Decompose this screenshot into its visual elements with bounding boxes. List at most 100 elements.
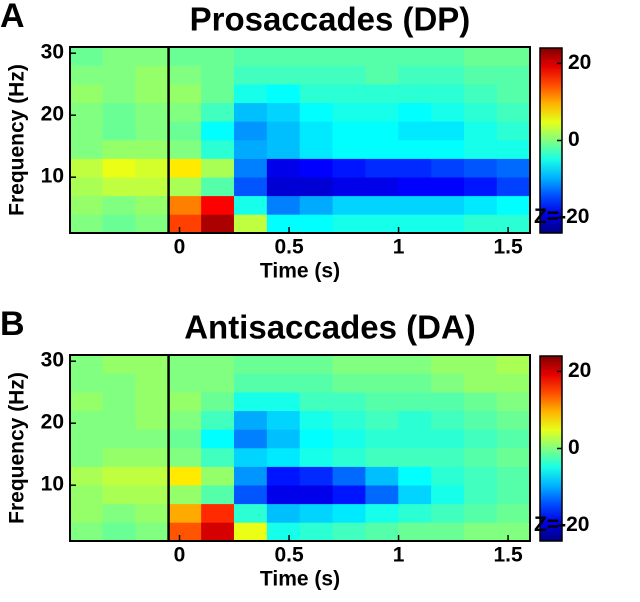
- heat-cell: [266, 176, 301, 197]
- heat-cell: [299, 102, 334, 122]
- heat-cell: [398, 102, 432, 122]
- heat-cell: [398, 373, 432, 393]
- heat-cell: [135, 83, 169, 104]
- heat-cell: [496, 121, 531, 141]
- heat-cell: [102, 503, 137, 523]
- heat-cell: [201, 65, 235, 85]
- heat-cell: [168, 522, 202, 542]
- heat-cell: [463, 214, 498, 234]
- heat-cell: [69, 484, 104, 505]
- heat-cell: [69, 447, 104, 467]
- heat-cell: [299, 466, 334, 486]
- heat-cell: [233, 102, 268, 122]
- colorbar-tick-label: Z=-20: [534, 513, 589, 536]
- heat-cell: [135, 503, 169, 523]
- heat-cell: [135, 429, 169, 449]
- heat-cell: [69, 121, 104, 141]
- heat-cell: [299, 354, 334, 374]
- heat-cell: [398, 522, 432, 542]
- heat-cell: [201, 447, 235, 467]
- heat-cell: [398, 46, 432, 66]
- heat-cell: [365, 429, 399, 449]
- heat-cell: [365, 484, 399, 505]
- heat-cell: [463, 195, 498, 215]
- heat-cell: [431, 158, 465, 178]
- heat-cell: [431, 102, 465, 122]
- heat-cell: [266, 391, 301, 412]
- heat-cell: [299, 447, 334, 467]
- heat-cell: [332, 46, 367, 66]
- heat-cell: [135, 354, 169, 374]
- heat-cell: [135, 102, 169, 122]
- heat-cell: [69, 46, 104, 66]
- heat-cell: [398, 466, 432, 486]
- colorbar-tick-label: 20: [568, 359, 591, 382]
- heat-cell: [266, 522, 301, 542]
- heat-cell: [299, 195, 334, 215]
- heat-cell: [431, 391, 465, 412]
- heat-cell: [398, 410, 432, 430]
- heat-cell: [332, 158, 367, 178]
- heat-cell: [266, 503, 301, 523]
- heat-cell: [299, 46, 334, 66]
- heat-cell: [299, 214, 334, 234]
- heat-cell: [69, 373, 104, 393]
- heat-cell: [102, 102, 137, 122]
- heat-cell: [102, 373, 137, 393]
- colorbar-tick-label: 0: [568, 436, 580, 459]
- heat-cell: [463, 65, 498, 85]
- heat-cell: [398, 214, 432, 234]
- heat-cell: [266, 484, 301, 505]
- heat-cell: [365, 46, 399, 66]
- heat-cell: [201, 391, 235, 412]
- heat-cell: [365, 503, 399, 523]
- heat-cell: [102, 429, 137, 449]
- heat-cell: [69, 466, 104, 486]
- heat-cell: [398, 391, 432, 412]
- heat-cell: [496, 139, 531, 159]
- heat-cell: [365, 65, 399, 85]
- heat-cell: [168, 429, 202, 449]
- heat-cell: [299, 410, 334, 430]
- heat-cell: [102, 391, 137, 412]
- colorbar-tick-label: 0: [568, 128, 580, 151]
- heat-cell: [365, 83, 399, 104]
- plot-frame: [69, 46, 531, 234]
- heat-cell: [201, 466, 235, 486]
- heat-cell: [332, 102, 367, 122]
- heat-cell: [168, 83, 202, 104]
- heat-cell: [102, 139, 137, 159]
- heat-cell: [365, 214, 399, 234]
- heat-cell: [431, 65, 465, 85]
- heat-cell: [266, 214, 301, 234]
- heat-cell: [168, 158, 202, 178]
- heat-cell: [299, 158, 334, 178]
- heat-cell: [431, 83, 465, 104]
- heat-cell: [201, 176, 235, 197]
- heat-cell: [398, 484, 432, 505]
- heat-cell: [299, 139, 334, 159]
- heat-cell: [299, 121, 334, 141]
- heat-cell: [69, 158, 104, 178]
- heat-cell: [266, 139, 301, 159]
- heat-cell: [496, 65, 531, 85]
- heat-cell: [233, 65, 268, 85]
- heat-cell: [365, 176, 399, 197]
- heat-cell: [365, 447, 399, 467]
- heat-cell: [69, 102, 104, 122]
- heat-cell: [168, 65, 202, 85]
- heat-cell: [233, 503, 268, 523]
- heat-cell: [365, 522, 399, 542]
- heat-cell: [463, 447, 498, 467]
- heat-cell: [168, 46, 202, 66]
- x-tick-label: 1.5: [493, 544, 523, 567]
- x-tick-label: 1: [393, 236, 405, 259]
- heat-cell: [463, 158, 498, 178]
- heat-cell: [463, 139, 498, 159]
- heat-cell: [201, 503, 235, 523]
- heat-cell: [496, 176, 531, 197]
- heat-cell: [463, 503, 498, 523]
- heat-cell: [69, 65, 104, 85]
- heat-cell: [168, 410, 202, 430]
